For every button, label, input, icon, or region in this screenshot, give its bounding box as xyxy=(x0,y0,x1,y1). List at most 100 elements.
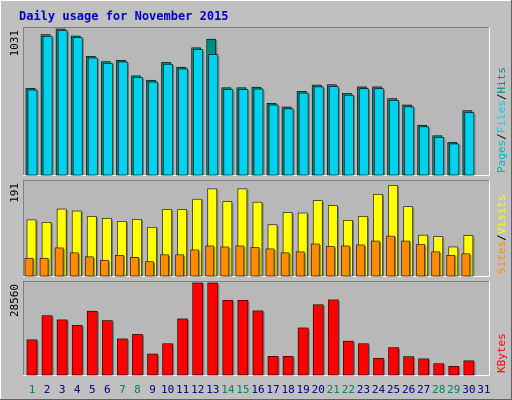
bar-files xyxy=(419,126,431,176)
bar-kbytes xyxy=(222,299,235,376)
bar-kbytes xyxy=(433,363,446,376)
bar-kbytes xyxy=(56,319,69,376)
bar-kbytes xyxy=(147,353,160,376)
x-tick-label: 30 xyxy=(462,383,475,396)
x-tick-label: 17 xyxy=(266,383,279,396)
x-tick-label: 12 xyxy=(191,383,204,396)
bar-sites xyxy=(145,261,156,277)
bar-sites xyxy=(325,246,336,277)
bar-kbytes xyxy=(237,299,250,376)
bar-files xyxy=(434,137,446,176)
bar-kbytes xyxy=(86,310,99,376)
bar-files xyxy=(133,77,144,176)
x-tick-label: 23 xyxy=(357,383,370,396)
bar-kbytes xyxy=(26,339,39,376)
bar-files xyxy=(238,89,250,176)
bar-kbytes xyxy=(388,347,401,376)
bar-sites xyxy=(265,248,276,277)
bar-files xyxy=(464,112,476,176)
bar-kbytes xyxy=(177,318,190,376)
bar-files xyxy=(404,106,416,176)
bar-files xyxy=(298,92,310,176)
x-tick-label: 27 xyxy=(417,383,430,396)
bar-files xyxy=(103,63,114,176)
x-tick-label: 10 xyxy=(161,383,174,396)
bar-kbytes xyxy=(448,366,461,376)
x-tick-label: 19 xyxy=(297,383,310,396)
panel-legend-part: / xyxy=(495,94,508,101)
bar-sites xyxy=(190,249,201,277)
bar-sites xyxy=(431,251,442,277)
bar-sites xyxy=(84,256,95,277)
bar-kbytes xyxy=(373,357,385,376)
x-tick-label: 31 xyxy=(477,383,490,396)
panel-legend-part: / xyxy=(495,133,508,140)
x-tick-label: 25 xyxy=(387,383,400,396)
x-tick-label: 8 xyxy=(134,383,141,396)
x-tick-label: 7 xyxy=(119,383,126,396)
bar-files xyxy=(208,54,220,176)
x-tick-label: 6 xyxy=(104,383,111,396)
bar-files xyxy=(178,68,190,176)
bar-kbytes xyxy=(297,327,310,376)
bar-kbytes xyxy=(117,338,129,376)
bar-sites xyxy=(220,246,231,277)
x-tick-label: 11 xyxy=(176,383,189,396)
x-tick-label: 9 xyxy=(149,383,156,396)
bar-sites xyxy=(160,254,171,277)
bar-files xyxy=(148,81,160,176)
bar-sites xyxy=(356,244,366,277)
bar-files xyxy=(253,88,265,176)
bar-sites xyxy=(461,253,472,277)
x-tick-label: 18 xyxy=(281,383,294,396)
bar-kbytes xyxy=(282,356,295,376)
panel-max-label: 1031 xyxy=(8,30,21,57)
panel-legend-part: KBytes xyxy=(495,333,508,373)
bar-kbytes xyxy=(132,334,144,376)
bar-sites xyxy=(386,235,397,277)
x-tick-label: 5 xyxy=(89,383,96,396)
bar-kbytes xyxy=(418,358,431,376)
bar-files xyxy=(374,88,385,176)
bar-files xyxy=(87,57,99,176)
panel-legend-part: Files xyxy=(495,100,508,133)
bar-files xyxy=(57,30,69,176)
bar-sites xyxy=(401,240,412,277)
panel-visits-sites: 191 Sites/Visits xyxy=(8,180,508,277)
panel-max-label: 191 xyxy=(8,183,21,203)
bar-kbytes xyxy=(358,343,370,376)
bar-sites xyxy=(115,255,125,277)
bar-kbytes xyxy=(41,315,54,376)
bar-files xyxy=(163,63,175,176)
panel-max-label: 28560 xyxy=(8,284,21,317)
bar-sites xyxy=(295,251,306,277)
x-tick-label: 1 xyxy=(29,383,36,396)
bar-sites xyxy=(280,252,291,277)
x-tick-label: 4 xyxy=(74,383,81,396)
panel-legend: Sites/Visits xyxy=(495,195,508,275)
x-axis-day-labels: 1 2 3 4 5 6 7 8 9 10 11 12 13 14 15 16 17 18 19 20 21 22 23 24 2… xyxy=(29,383,491,396)
panel-pages-files-hits: 1031 Pages/Files/Hits xyxy=(8,27,508,176)
bar-sites xyxy=(446,255,457,277)
x-tick-label: 16 xyxy=(251,383,264,396)
bar-kbytes xyxy=(71,325,84,376)
x-tick-label: 14 xyxy=(221,383,235,396)
bar-files xyxy=(42,36,54,176)
bar-kbytes xyxy=(192,282,205,376)
x-tick-label: 2 xyxy=(44,383,51,396)
bar-sites xyxy=(310,243,321,277)
bar-files xyxy=(344,94,355,176)
bar-files xyxy=(449,143,461,176)
panel-legend-part: Hits xyxy=(495,67,508,94)
bar-kbytes xyxy=(312,304,325,376)
x-tick-label: 24 xyxy=(372,383,386,396)
panel-legend: Pages/Files/Hits xyxy=(495,67,508,173)
bar-sites xyxy=(235,245,246,277)
bar-sites xyxy=(341,245,351,277)
panel-legend-part: Visits xyxy=(495,195,508,235)
bar-files xyxy=(389,100,401,176)
x-tick-label: 15 xyxy=(236,383,249,396)
x-tick-label: 26 xyxy=(402,383,415,396)
x-tick-label: 29 xyxy=(447,383,460,396)
